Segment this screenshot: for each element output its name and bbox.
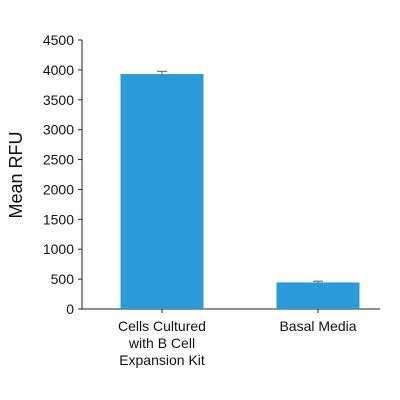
- y-tick-label: 3000: [43, 122, 74, 138]
- x-category-label: with B Cell: [128, 335, 195, 351]
- y-tick-label: 4000: [43, 62, 74, 78]
- y-tick-label: 2500: [43, 152, 74, 168]
- y-tick-label: 1500: [43, 211, 74, 227]
- axes-layer: 0 500 1000 1500 2000 2500 3000 3500 4000 4500: [43, 32, 380, 317]
- y-tick-label: 0: [66, 301, 74, 317]
- y-tick-label: 3500: [43, 92, 74, 108]
- y-tick-label: 1000: [43, 241, 74, 257]
- y-tick-label: 500: [51, 271, 75, 287]
- x-category-label: Basal Media: [279, 318, 356, 334]
- x-category-label: Expansion Kit: [119, 352, 205, 368]
- x-category-label: Cells Cultured: [118, 318, 206, 334]
- bar: [120, 74, 204, 309]
- y-axis-title: Mean RFU: [6, 131, 26, 218]
- bars-layer: [120, 70, 360, 309]
- y-tick-label: 4500: [43, 32, 74, 48]
- bar: [276, 282, 360, 309]
- y-tick-label: 2000: [43, 181, 74, 197]
